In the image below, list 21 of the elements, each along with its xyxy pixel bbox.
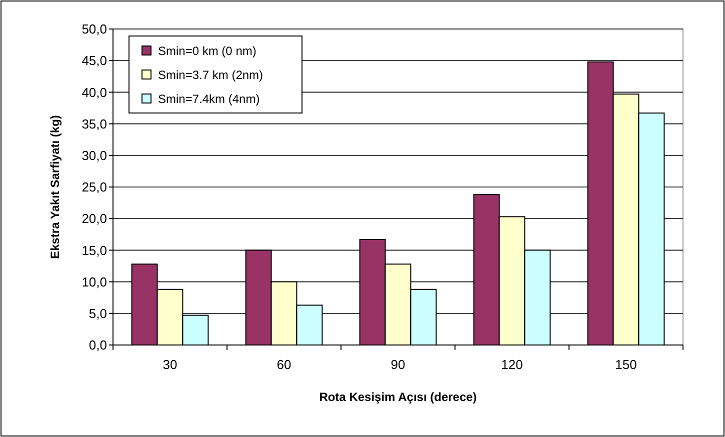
y-tick-label: 20,0 bbox=[82, 211, 107, 226]
legend-label: Smin=0 km (0 nm) bbox=[158, 44, 256, 58]
x-tick-label: 120 bbox=[501, 357, 523, 372]
legend-label: Smin=7.4km (4nm) bbox=[158, 92, 260, 106]
y-tick-label: 50,0 bbox=[82, 22, 107, 37]
x-tick-label: 60 bbox=[276, 357, 292, 372]
y-tick-label: 0,0 bbox=[88, 338, 107, 353]
x-tick-label: 150 bbox=[615, 357, 637, 372]
legend-label: Smin=3.7 km (2nm) bbox=[158, 68, 264, 82]
y-axis-title: Ekstra Yakıt Sarfiyatı (kg) bbox=[48, 115, 62, 259]
y-tick-label: 10,0 bbox=[82, 274, 107, 290]
y-tick-label: 35,0 bbox=[82, 116, 107, 132]
x-axis-title: Rota Kesişim Açısı (derece) bbox=[319, 390, 477, 404]
x-tick-label: 90 bbox=[390, 357, 406, 372]
y-tick-label: 25,0 bbox=[82, 180, 107, 195]
y-tick-label: 40,0 bbox=[82, 84, 107, 100]
y-tick-label: 5,0 bbox=[88, 306, 107, 321]
y-tick-label: 45,0 bbox=[82, 53, 107, 68]
x-tick-label: 30 bbox=[162, 357, 178, 372]
y-tick-label: 30,0 bbox=[82, 148, 107, 163]
y-tick-label: 15,0 bbox=[82, 242, 107, 258]
